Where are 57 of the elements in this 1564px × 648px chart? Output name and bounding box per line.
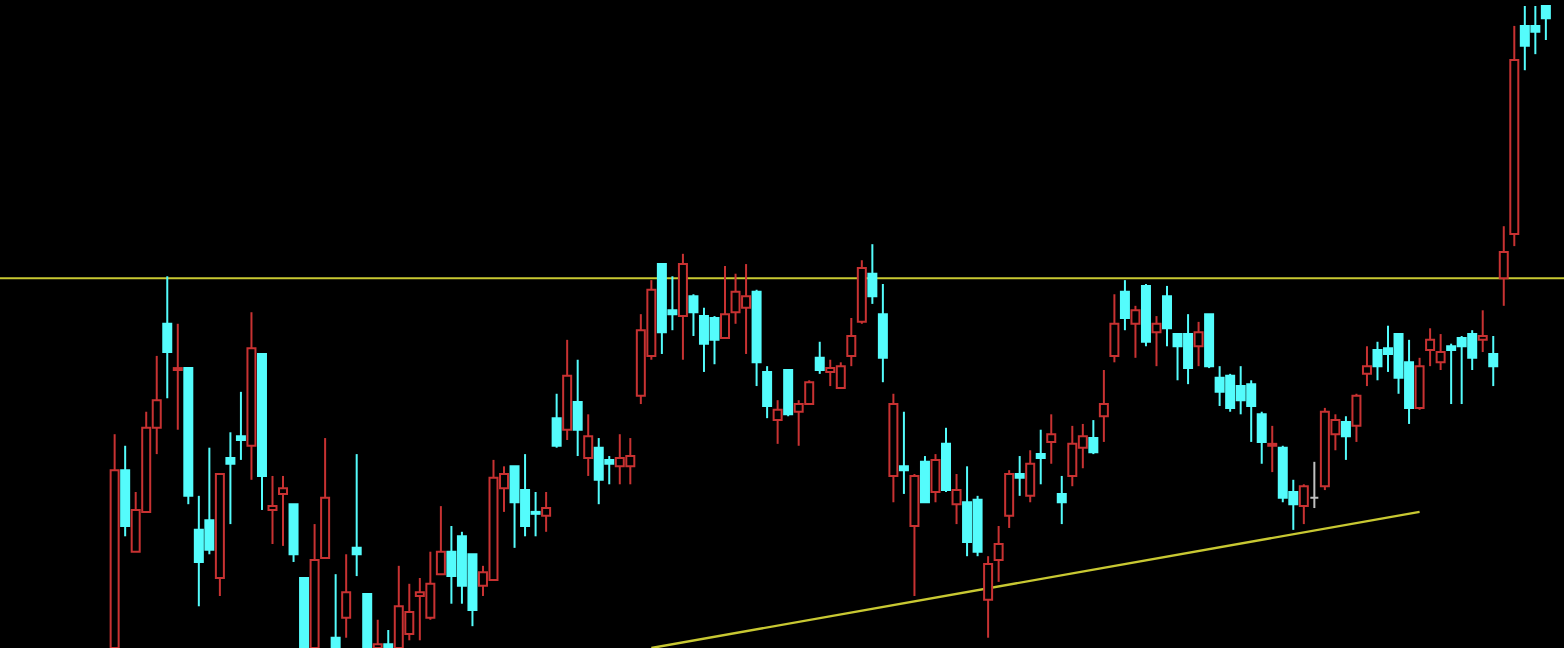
- candlestick: [720, 265, 731, 339]
- candlestick: [1098, 369, 1109, 443]
- candlestick: [1414, 356, 1425, 411]
- candlestick: [898, 410, 909, 495]
- candlestick: [551, 392, 562, 449]
- candlestick: [172, 322, 183, 431]
- candlestick: [1540, 5, 1551, 42]
- candlestick: [1035, 428, 1046, 486]
- candlestick: [1046, 413, 1057, 465]
- candlestick: [583, 413, 594, 477]
- candlestick: [688, 293, 699, 337]
- candlestick: [341, 553, 352, 639]
- candlestick: [1351, 392, 1362, 443]
- candlestick: [1488, 334, 1499, 388]
- candlestick: [1298, 483, 1309, 526]
- candlestick: [930, 453, 941, 504]
- candlestick: [1425, 327, 1436, 368]
- candlestick: [951, 473, 962, 526]
- candlestick: [993, 525, 1004, 583]
- candlestick: [225, 431, 236, 526]
- candlestick: [1361, 345, 1372, 388]
- candlestick: [435, 505, 446, 576]
- candlestick: [1004, 469, 1015, 529]
- candlestick: [1151, 315, 1162, 368]
- candlestick: [814, 340, 825, 375]
- candlestick: [162, 275, 173, 400]
- candlestick: [572, 358, 583, 458]
- candlestick: [1477, 309, 1488, 354]
- candlestick: [1267, 424, 1278, 474]
- candlestick: [1025, 449, 1036, 504]
- candlestick: [877, 282, 888, 384]
- candlestick: [1340, 415, 1351, 461]
- candlestick: [1088, 419, 1099, 456]
- candlestick: [351, 453, 362, 578]
- candlestick: [783, 369, 794, 418]
- candlestick: [762, 365, 773, 420]
- candlestick: [1119, 279, 1130, 332]
- candlestick: [1130, 304, 1141, 359]
- candlestick: [267, 474, 278, 545]
- candlestick: [919, 455, 930, 504]
- candlestick: [541, 490, 552, 533]
- candlestick: [235, 390, 246, 461]
- candlestick: [1193, 320, 1204, 368]
- candlestick: [846, 317, 857, 368]
- candlestick: [1014, 455, 1025, 497]
- candlestick: [278, 474, 289, 547]
- candlestick: [772, 399, 783, 445]
- candlestick: [1435, 333, 1446, 372]
- candlestick: [1056, 474, 1067, 526]
- candlestick: [1162, 284, 1173, 348]
- candlestick: [867, 243, 878, 305]
- candlestick: [941, 426, 952, 493]
- candlestick: [1498, 225, 1509, 307]
- candlestick: [1109, 293, 1120, 364]
- candlestick: [1256, 410, 1267, 465]
- candlestick: [983, 555, 994, 639]
- candlestick: [330, 573, 341, 648]
